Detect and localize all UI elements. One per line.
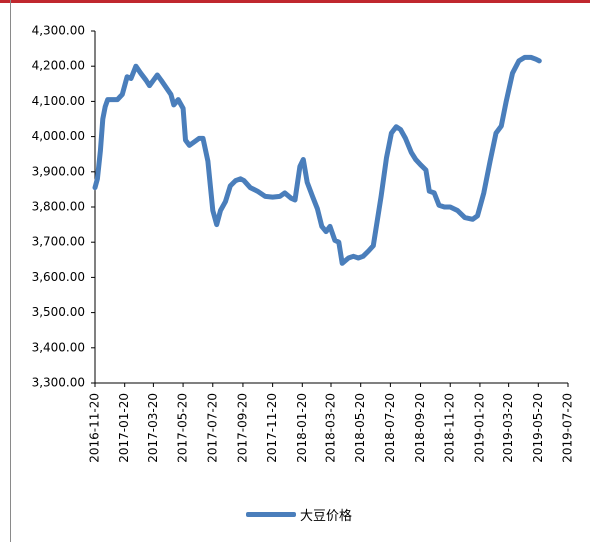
y-tick-label: 3,300.00	[32, 376, 85, 390]
legend: 大豆价格	[246, 504, 352, 524]
x-tick-label: 2019-05-20	[531, 393, 545, 463]
x-tick-label: 2018-11-20	[443, 393, 457, 463]
x-tick-label: 2018-01-20	[295, 393, 309, 463]
y-axis-ticks: 4,300.00 4,200.00 4,100.00 4,000.00 3,900.00…	[32, 24, 95, 390]
y-tick-label: 4,100.00	[32, 94, 85, 108]
series-line-soybean-price	[92, 54, 542, 266]
x-tick-label: 2017-09-20	[235, 393, 249, 463]
x-tick-label: 2018-05-20	[353, 393, 367, 463]
x-tick-label: 2019-03-20	[501, 393, 515, 463]
x-tick-label: 2017-11-20	[265, 393, 279, 463]
y-tick-label: 4,000.00	[32, 129, 85, 143]
x-tick-label: 2018-09-20	[413, 393, 427, 463]
left-border-rule	[10, 0, 11, 542]
y-tick-label: 3,600.00	[32, 270, 85, 284]
y-tick-label: 3,800.00	[32, 200, 85, 214]
x-tick-label: 2017-07-20	[205, 393, 219, 463]
y-tick-label: 4,300.00	[32, 24, 85, 38]
x-tick-label: 2017-05-20	[176, 393, 190, 463]
legend-label: 大豆价格	[300, 508, 353, 524]
y-tick-label: 3,700.00	[32, 235, 85, 249]
y-tick-label: 3,900.00	[32, 164, 85, 178]
y-tick-label: 4,200.00	[32, 59, 85, 73]
x-axis-ticks: 2016-11-20 2017-01-20 2017-03-20 2017-05-20…	[88, 383, 575, 463]
y-tick-label: 3,500.00	[32, 305, 85, 319]
y-tick-label: 3,400.00	[32, 340, 85, 354]
x-tick-label: 2016-11-20	[88, 393, 102, 463]
x-tick-label: 2017-01-20	[117, 393, 131, 463]
x-tick-label: 2017-03-20	[146, 393, 160, 463]
x-tick-label: 2018-03-20	[324, 393, 338, 463]
legend-swatch	[246, 511, 296, 517]
x-tick-label: 2019-07-20	[561, 393, 575, 463]
x-tick-label: 2019-01-20	[472, 393, 486, 463]
top-border-rule	[0, 0, 590, 3]
x-tick-label: 2018-07-20	[383, 393, 397, 463]
